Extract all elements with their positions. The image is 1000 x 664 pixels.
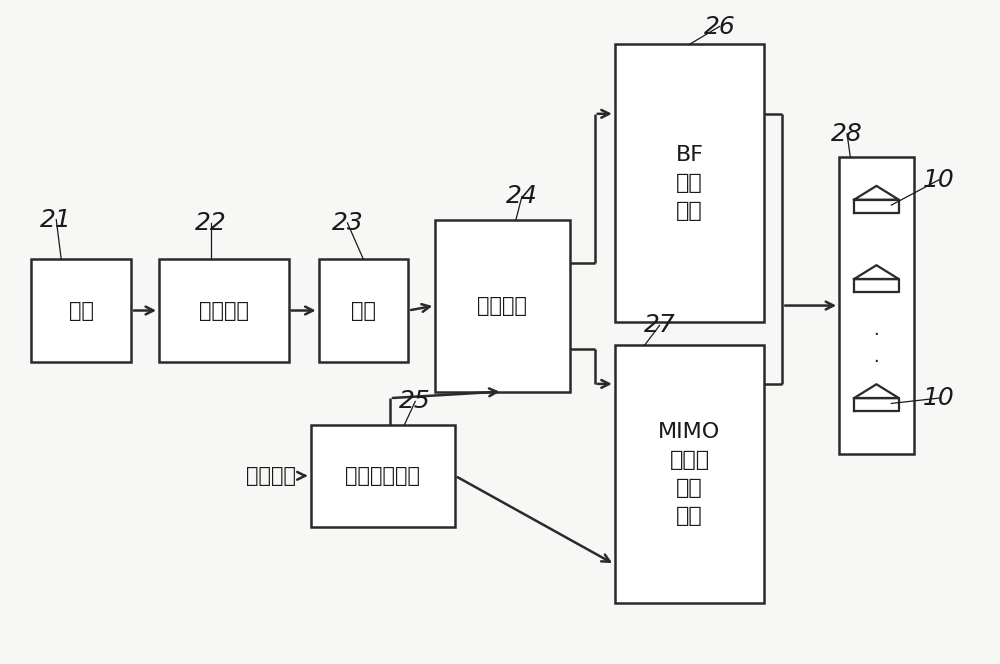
Text: 信道信息: 信道信息 xyxy=(246,466,296,486)
Text: 27: 27 xyxy=(644,313,675,337)
Text: 10: 10 xyxy=(923,386,955,410)
Bar xyxy=(31,259,131,362)
Text: 信道编码: 信道编码 xyxy=(199,301,249,321)
Text: 调制: 调制 xyxy=(351,301,376,321)
Text: ·: · xyxy=(874,326,879,345)
Text: MIMO
多天线
复用
模块: MIMO 多天线 复用 模块 xyxy=(658,422,721,526)
Bar xyxy=(615,345,764,603)
Text: ·: · xyxy=(874,353,879,371)
Bar xyxy=(839,157,914,454)
Text: 22: 22 xyxy=(195,211,227,235)
Text: 28: 28 xyxy=(831,122,863,145)
Bar xyxy=(319,259,408,362)
Bar xyxy=(159,259,289,362)
Text: 23: 23 xyxy=(332,211,363,235)
Bar xyxy=(615,44,764,322)
Text: 切换模块: 切换模块 xyxy=(477,295,527,315)
Text: 26: 26 xyxy=(704,15,735,39)
Bar xyxy=(435,220,570,392)
Text: BF
发送
模块: BF 发送 模块 xyxy=(675,145,703,221)
Text: 24: 24 xyxy=(506,185,538,208)
Text: 模式判断模块: 模式判断模块 xyxy=(345,466,420,486)
Bar xyxy=(311,424,455,527)
Text: 10: 10 xyxy=(923,168,955,192)
Text: 信源: 信源 xyxy=(69,301,94,321)
Text: 21: 21 xyxy=(40,208,72,232)
Text: 25: 25 xyxy=(399,389,431,414)
